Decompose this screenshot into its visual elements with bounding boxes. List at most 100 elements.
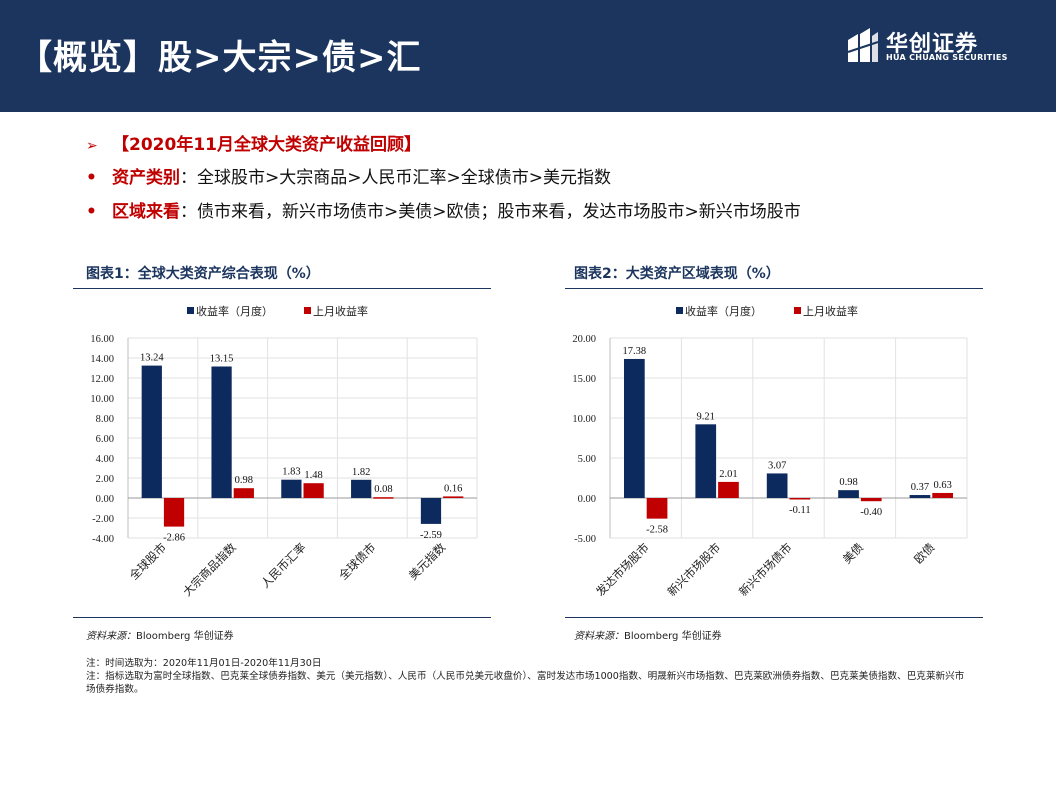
data-label: -2.58 [646, 525, 668, 536]
figure2-source-rule [565, 617, 983, 618]
x-tick-label: 发达市场股市 [593, 540, 652, 599]
y-tick-label: -2.00 [92, 514, 114, 525]
legend-swatch [794, 307, 801, 314]
chart-global-assets: 收益率（月度） 上月收益率 16.00 14.00 12.00 10.00 8.00 6.00… [90, 304, 478, 599]
summary-heading: 【2020年11月全球大类资产收益回顾】 [112, 135, 421, 155]
logo-name-cn: 华创证券 [886, 32, 979, 57]
bar [303, 483, 324, 498]
y-tick-label: 8.00 [96, 414, 114, 425]
y-tick-label: 15.00 [572, 374, 596, 385]
data-label: 17.38 [623, 346, 647, 357]
y-tick-label: -4.00 [92, 534, 114, 545]
y-tick-label: 16.00 [90, 334, 114, 345]
bar [141, 365, 162, 498]
summary-item: • 区域来看：债市来看，新兴市场债市>美债>欧债；股市来看，发达市场股市>新兴市场… [86, 197, 801, 222]
data-label: 0.37 [911, 482, 929, 493]
y-tick-label: 14.00 [90, 354, 114, 365]
data-label: 13.15 [210, 354, 234, 365]
x-tick-label: 全球债市 [336, 540, 378, 582]
source-label: 资料来源： [574, 631, 624, 642]
legend-swatch [187, 307, 194, 314]
summary-heading-row: ➢ 【2020年11月全球大类资产收益回顾】 [86, 130, 421, 155]
figure2-title: 图表2：大类资产区域表现（%） [574, 266, 780, 282]
data-label: 3.07 [768, 460, 786, 471]
y-tick-label: 10.00 [90, 394, 114, 405]
data-label: 0.16 [444, 483, 462, 494]
x-tick-label: 大宗商品指数 [180, 540, 239, 599]
x-tick-label: 全球股市 [127, 540, 169, 582]
note-indices: 注：指标选取为富时全球指数、巴克莱全球债券指数、美元（美元指数）、人民币（人民币… [86, 671, 965, 695]
dot-bullet-icon: • [86, 202, 97, 222]
y-tick-label: -5.00 [574, 534, 596, 545]
x-tick-label: 欧债 [911, 540, 937, 566]
y-tick-label: 2.00 [96, 474, 114, 485]
source-label: 资料来源： [86, 631, 136, 642]
bar [281, 479, 302, 498]
bar [909, 495, 931, 498]
legend-label: 上月收益率 [313, 304, 368, 318]
logo-name-en: HUA CHUANG SECURITIES [886, 53, 1008, 62]
summary-item-label: 区域来看 [112, 202, 180, 222]
x-tick-label: 美债 [840, 540, 866, 566]
page-title: 【概览】股>大宗>债>汇 [18, 38, 422, 78]
chart-regional-assets: 收益率（月度） 上月收益率 20.00 15.00 10.00 5.00 0.00 -5.00… [572, 304, 968, 599]
logo-mark-icon [847, 28, 879, 62]
bar [718, 481, 739, 498]
data-label: 2.01 [719, 469, 737, 480]
data-label: 0.98 [839, 477, 857, 488]
summary-item-label: 资产类别 [112, 168, 180, 188]
y-tick-label: 5.00 [578, 454, 596, 465]
bar [233, 488, 254, 498]
data-label: 1.83 [282, 467, 300, 478]
data-label: 1.48 [304, 470, 322, 481]
bar [163, 498, 185, 527]
data-label: 13.24 [140, 353, 164, 364]
bar [373, 497, 394, 499]
dot-bullet-icon: • [86, 168, 97, 188]
bar [860, 498, 882, 502]
bar [932, 492, 954, 498]
data-label: -0.11 [789, 505, 810, 516]
source-text: Bloomberg 华创证券 [624, 631, 722, 642]
bar [838, 490, 859, 498]
data-label: -2.86 [163, 533, 185, 544]
data-label: 1.82 [352, 467, 370, 478]
x-tick-label: 新兴市场债市 [736, 540, 795, 599]
bar [351, 479, 372, 498]
summary-item-text: ：债市来看，新兴市场债市>美债>欧债；股市来看，发达市场股市>新兴市场股市 [180, 202, 801, 222]
figure2-source: 资料来源：Bloomberg 华创证券 [574, 627, 722, 642]
legend-label: 上月收益率 [803, 304, 858, 318]
header-bar: 【概览】股>大宗>债>汇 华创证券 HUA CHUANG SECURITIES [0, 0, 1056, 112]
x-tick-label: 人民币汇率 [258, 540, 309, 591]
summary-item: • 资产类别：全球股市>大宗商品>人民币汇率>全球债市>美元指数 [86, 163, 611, 188]
legend-swatch [676, 307, 683, 314]
summary-item-text: ：全球股市>大宗商品>人民币汇率>全球债市>美元指数 [180, 168, 611, 188]
bar [623, 358, 645, 498]
data-label: 9.21 [697, 411, 715, 422]
figure1-rule [73, 288, 491, 289]
legend-label: 收益率（月度） [685, 304, 762, 318]
source-text: Bloomberg 华创证券 [136, 631, 234, 642]
data-label: 0.08 [374, 484, 392, 495]
arrow-bullet-icon: ➢ [86, 138, 98, 154]
legend-label: 收益率（月度） [196, 304, 273, 318]
bar [695, 424, 717, 498]
bar [443, 496, 464, 498]
y-tick-label: 10.00 [572, 414, 596, 425]
bar [211, 366, 232, 498]
y-tick-label: 12.00 [90, 374, 114, 385]
data-label: 0.98 [235, 475, 253, 486]
legend-swatch [304, 307, 311, 314]
y-tick-label: 20.00 [572, 334, 596, 345]
figure1-source-rule [73, 617, 491, 618]
y-tick-label: 0.00 [96, 494, 114, 505]
x-tick-label: 美元指数 [406, 540, 449, 583]
bar [646, 498, 668, 519]
bar [766, 473, 788, 498]
x-tick-label: 新兴市场股市 [665, 540, 724, 599]
bar [420, 498, 442, 524]
figure1-title: 图表1：全球大类资产综合表现（%） [86, 266, 320, 282]
figure2-rule [565, 288, 983, 289]
bar [789, 498, 811, 500]
y-tick-label: 0.00 [578, 494, 596, 505]
